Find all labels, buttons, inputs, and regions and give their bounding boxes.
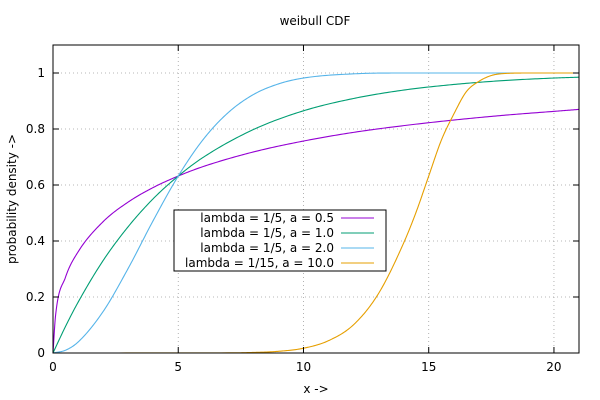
x-tick-label: 0 (49, 360, 57, 374)
axis-ticks: 0 5 10 15 20 0 0.2 0.4 0.6 0.8 1 (26, 45, 579, 374)
legend-label-1: lambda = 1/5, a = 0.5 (200, 211, 334, 225)
plot-frame (52, 44, 580, 354)
data-curves (52, 72, 580, 354)
legend-label-2: lambda = 1/5, a = 1.0 (200, 226, 334, 240)
y-tick-label: 1 (37, 66, 45, 80)
legend-box (173, 209, 387, 272)
y-tick-label: 0.4 (26, 234, 45, 248)
x-tick-label: 10 (296, 360, 311, 374)
y-tick-label: 0 (37, 346, 45, 360)
x-tick-label: 20 (546, 360, 561, 374)
x-tick-label: 15 (421, 360, 436, 374)
legend-label-3: lambda = 1/5, a = 2.0 (200, 241, 334, 255)
grid-lines (53, 45, 579, 353)
x-tick-label: 5 (174, 360, 182, 374)
series-line-1 (52, 108, 580, 354)
series-line-3 (52, 72, 579, 354)
series-line-2 (52, 76, 580, 354)
x-axis-label: x -> (303, 382, 328, 396)
legend-label-4: lambda = 1/15, a = 10.0 (185, 256, 334, 270)
chart-title: weibull CDF (280, 14, 351, 28)
series-line-4 (53, 72, 579, 354)
y-tick-label: 0.2 (26, 290, 45, 304)
y-axis-label: probability density -> (5, 134, 19, 264)
y-tick-label: 0.8 (26, 122, 45, 136)
y-tick-label: 0.6 (26, 178, 45, 192)
